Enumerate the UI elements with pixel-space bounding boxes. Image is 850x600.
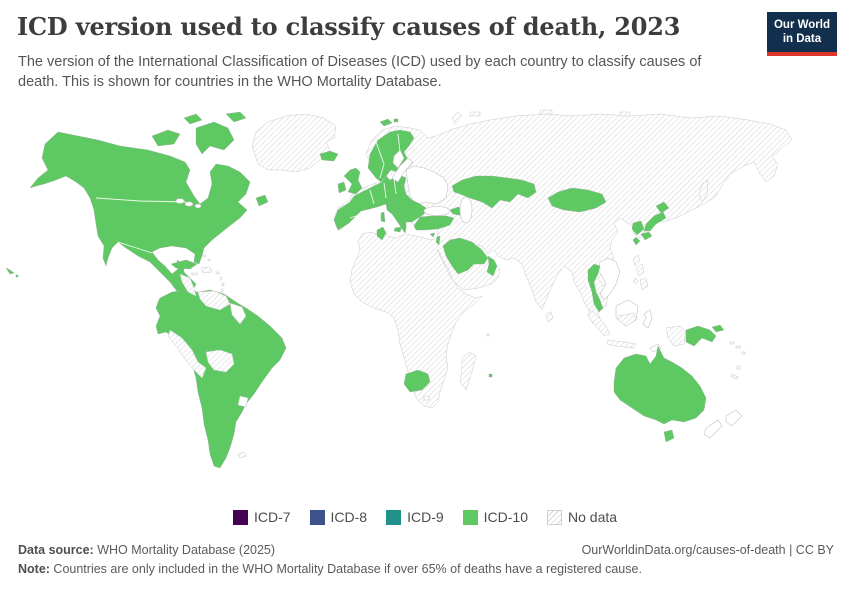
no-data-overlays	[167, 273, 637, 379]
region-greenland-nodata[interactable]	[251, 113, 337, 173]
region-borneo-south-nodata[interactable]	[617, 312, 637, 327]
region-south-korea-icd10[interactable]	[631, 220, 645, 236]
legend-swatch-icd10	[462, 509, 478, 525]
legend-label-no-data: No data	[568, 509, 618, 525]
region-south-america-icd10[interactable]	[155, 289, 287, 469]
region-oman-icd10[interactable]	[486, 255, 498, 277]
legend-swatch-icd7	[232, 509, 248, 525]
map-legend: ICD-7 ICD-8 ICD-9 ICD-10 No data	[0, 509, 850, 525]
data-source-value: WHO Mortality Database (2025)	[93, 543, 276, 557]
region-afro-eurasia-nodata[interactable]	[333, 113, 793, 409]
region-botswana-icd10[interactable]	[403, 369, 431, 393]
region-turkey-icd10[interactable]	[413, 215, 455, 231]
legend-item-icd10[interactable]: ICD-10	[462, 509, 528, 525]
region-sulawesi-white[interactable]	[642, 309, 653, 329]
no-data-regions	[200, 109, 793, 459]
region-venezuela-nodata[interactable]	[197, 290, 231, 311]
legend-swatch-icd9	[386, 509, 402, 525]
legend-item-no-data[interactable]: No data	[547, 509, 617, 525]
world-map	[0, 106, 850, 504]
region-caribbean-islands-nodata[interactable]	[200, 254, 225, 293]
region-pacific-islands-white[interactable]	[729, 341, 746, 380]
page-title: ICD version used to classify causes of d…	[17, 12, 681, 41]
region-guyanas-white[interactable]	[229, 302, 247, 325]
owid-link[interactable]: OurWorldinData.org/causes-of-death | CC …	[581, 543, 834, 557]
region-tunisia-icd10[interactable]	[376, 226, 387, 241]
country-borders	[95, 133, 401, 254]
legend-label-icd8: ICD-8	[330, 509, 368, 525]
note-label: Note:	[18, 562, 50, 576]
region-indochina-white[interactable]	[597, 257, 621, 301]
region-taiwan-nodata[interactable]	[632, 254, 641, 267]
region-eastern-europe-white[interactable]	[405, 165, 449, 205]
region-new-zealand-white[interactable]	[703, 409, 743, 439]
region-sakhalin-nodata[interactable]	[698, 179, 709, 203]
region-seychelles-white[interactable]	[486, 333, 490, 337]
note: Note: Countries are only included in the…	[18, 562, 642, 576]
region-timor-white[interactable]	[649, 343, 662, 353]
region-jamaica-white[interactable]	[191, 272, 198, 276]
region-cyprus-israel-icd10[interactable]	[429, 232, 441, 246]
region-uruguay-white[interactable]	[237, 395, 249, 408]
region-indonesia-islands-nodata[interactable]	[587, 309, 687, 349]
black-sea	[423, 206, 451, 216]
region-mauritius-icd10[interactable]	[488, 373, 493, 378]
region-papua-new-guinea-icd10[interactable]	[685, 324, 725, 347]
great-lakes-2	[184, 201, 194, 207]
region-north-america-icd10[interactable]	[29, 131, 251, 311]
region-cuba-icd10[interactable]	[170, 259, 198, 270]
great-lakes-3	[194, 203, 202, 209]
legend-label-icd7: ICD-7	[253, 509, 291, 525]
chart-subtitle: The version of the International Classif…	[18, 54, 702, 90]
legend-label-icd9: ICD-9	[407, 509, 444, 525]
region-uk-ireland-iceland-icd10[interactable]	[319, 118, 399, 195]
legend-item-icd7[interactable]: ICD-7	[232, 509, 291, 525]
data-source: Data source: WHO Mortality Database (202…	[18, 543, 275, 557]
region-peru-nodata[interactable]	[167, 329, 207, 379]
great-lakes	[175, 198, 185, 204]
legend-label-icd10: ICD-10	[483, 509, 528, 525]
note-text: Countries are only included in the WHO M…	[49, 562, 642, 576]
region-kazakhstan-icd10[interactable]	[451, 175, 537, 209]
region-scandinavia-icd10[interactable]	[367, 129, 415, 183]
region-hawaii-icd10[interactable]	[5, 267, 19, 278]
region-madagascar-nodata[interactable]	[459, 351, 477, 391]
region-australia-icd10[interactable]	[613, 345, 707, 443]
region-philippines-nodata[interactable]	[632, 263, 649, 291]
region-central-america-nodata[interactable]	[179, 273, 197, 297]
region-canadian-arctic-icd10[interactable]	[151, 111, 269, 207]
owid-logo: Our World in Data	[766, 12, 837, 56]
legend-item-icd8[interactable]: ICD-8	[309, 509, 368, 525]
owid-logo-line1: Our World	[773, 19, 830, 31]
white-regions-under	[191, 165, 746, 439]
legend-swatch-no-data	[547, 509, 562, 525]
region-thailand-icd10[interactable]	[587, 263, 604, 313]
world-map-svg	[5, 109, 793, 469]
white-regions-over	[175, 149, 473, 408]
region-japan-icd10[interactable]	[632, 201, 670, 246]
region-mongolia-icd10[interactable]	[547, 187, 607, 213]
legend-item-icd9[interactable]: ICD-9	[386, 509, 444, 525]
region-arctic-islands-nodata[interactable]	[451, 109, 631, 125]
chart-footer: Data source: WHO Mortality Database (202…	[18, 543, 834, 576]
region-bolivia-nodata[interactable]	[205, 349, 235, 373]
baltic-sea	[391, 149, 414, 183]
owid-logo-line2: in Data	[782, 33, 822, 46]
region-falklands-nodata[interactable]	[237, 451, 247, 459]
region-sri-lanka-nodata[interactable]	[545, 311, 554, 323]
legend-swatch-icd8	[309, 509, 325, 525]
region-lesotho-white[interactable]	[423, 395, 430, 401]
region-italy-icd10[interactable]	[380, 201, 407, 233]
data-source-label: Data source:	[18, 543, 94, 557]
region-saudi-arabia-icd10[interactable]	[442, 237, 489, 275]
caspian-sea	[459, 196, 473, 224]
